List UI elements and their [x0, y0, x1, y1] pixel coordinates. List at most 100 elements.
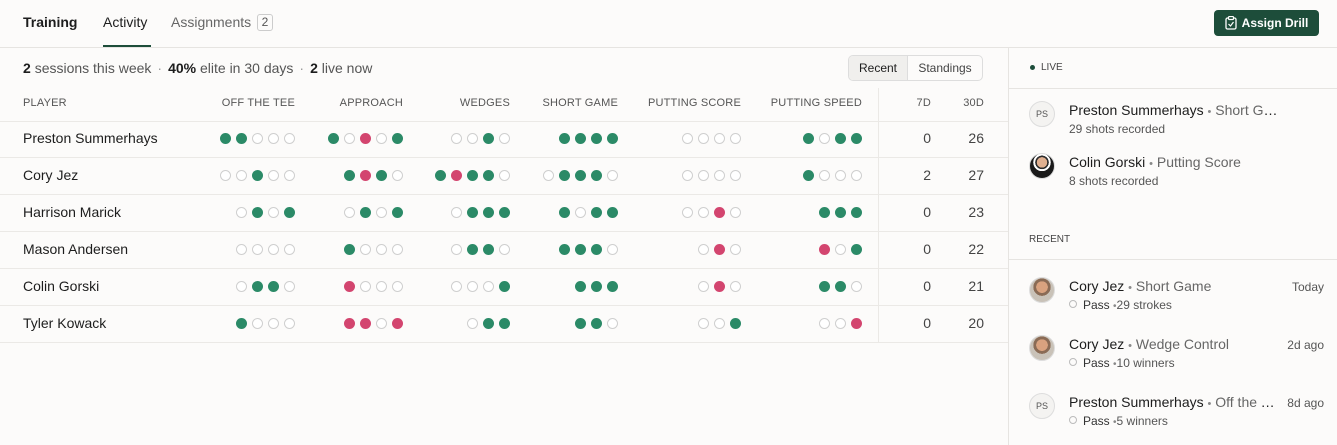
player-name[interactable]: Preston Summerhays [23, 130, 158, 146]
summary-count: 2 [310, 60, 318, 76]
entry-skill: Short Game [1215, 102, 1279, 118]
dot-group [231, 244, 295, 255]
entry-detail: Pass •5 winners [1069, 414, 1168, 428]
dot [543, 170, 554, 181]
row-border [0, 305, 1008, 306]
tab[interactable]: Activity [103, 14, 148, 30]
dot-group [693, 281, 741, 292]
count-30d: 20 [968, 315, 984, 331]
dot [851, 207, 862, 218]
dot [360, 244, 371, 255]
player-name[interactable]: Harrison Marick [23, 204, 122, 220]
status-dot [1069, 300, 1077, 308]
dot [252, 281, 263, 292]
dot [451, 207, 462, 218]
dot [252, 170, 263, 181]
section-border [1008, 88, 1337, 89]
column-header: PLAYER [23, 97, 67, 109]
entry-time: Today [1291, 280, 1324, 294]
column-divider [878, 88, 879, 342]
dot [835, 207, 846, 218]
count-30d: 23 [968, 204, 984, 220]
dot [483, 281, 494, 292]
dot-group [215, 133, 295, 144]
dot [682, 207, 693, 218]
dot-group [231, 281, 295, 292]
dot [575, 207, 586, 218]
clipboard-icon [1225, 16, 1237, 30]
bullet: • [1113, 301, 1117, 312]
dot [819, 318, 830, 329]
dot [252, 318, 263, 329]
dot [591, 318, 602, 329]
row-border [0, 342, 1008, 343]
count-30d: 22 [968, 241, 984, 257]
entry-name[interactable]: Cory Jez [1069, 278, 1125, 294]
dot-group [446, 207, 510, 218]
dot [268, 133, 279, 144]
tab[interactable]: Assignments [171, 14, 252, 30]
entry-detail: Pass •29 strokes [1069, 298, 1172, 312]
dot-group [215, 170, 295, 181]
dot [268, 207, 279, 218]
entry-name[interactable]: Cory Jez [1069, 336, 1125, 352]
column-header: 30D [963, 97, 984, 109]
dot [284, 170, 295, 181]
dot [376, 133, 387, 144]
dot [803, 133, 814, 144]
dot [344, 281, 355, 292]
entry-name[interactable]: Preston Summerhays [1069, 394, 1204, 410]
dot [360, 281, 371, 292]
player-name[interactable]: Colin Gorski [23, 278, 100, 294]
tab[interactable]: Training [23, 14, 78, 30]
row-border [0, 194, 1008, 195]
dot [344, 207, 355, 218]
dot [392, 281, 403, 292]
separator: · [299, 60, 305, 76]
dot [236, 170, 247, 181]
dot [360, 318, 371, 329]
dot-group [798, 170, 862, 181]
player-name[interactable]: Tyler Kowack [23, 315, 107, 331]
dot-group [798, 133, 862, 144]
avatar: PS [1029, 393, 1055, 419]
avatar [1029, 153, 1055, 179]
dot [467, 318, 478, 329]
row-border [0, 268, 1008, 269]
dot [607, 207, 618, 218]
dot [376, 244, 387, 255]
dot [730, 207, 741, 218]
count-7d: 0 [923, 278, 931, 294]
entry-detail: Pass •10 winners [1069, 356, 1175, 370]
player-name[interactable]: Mason Andersen [23, 241, 129, 257]
column-header: APPROACH [339, 97, 403, 109]
dot [360, 207, 371, 218]
entry-name[interactable]: Colin Gorski [1069, 154, 1146, 170]
avatar [1029, 335, 1055, 361]
entry-title: Cory Jez • Wedge Control [1069, 336, 1229, 352]
entry-name[interactable]: Preston Summerhays [1069, 102, 1204, 118]
dot [730, 170, 741, 181]
dot [499, 207, 510, 218]
dot [236, 133, 247, 144]
count-7d: 0 [923, 241, 931, 257]
assign-button[interactable]: Assign Drill [1214, 10, 1319, 36]
toggle-option[interactable]: Recent [849, 56, 908, 80]
summary-count: 40% [168, 60, 197, 76]
entry-skill: Off the T… [1215, 394, 1279, 410]
dot [284, 133, 295, 144]
dot-group [446, 244, 510, 255]
dot [607, 244, 618, 255]
dot [607, 170, 618, 181]
dot [851, 244, 862, 255]
player-name[interactable]: Cory Jez [23, 167, 79, 183]
dot [483, 133, 494, 144]
dot [467, 133, 478, 144]
column-header: 7D [916, 97, 931, 109]
toggle-option[interactable]: Standings [918, 61, 972, 75]
row-border [0, 121, 1008, 122]
dot-group [538, 170, 618, 181]
detail: 5 winners [1116, 414, 1168, 428]
dot-group [693, 318, 741, 329]
count-7d: 0 [923, 130, 931, 146]
